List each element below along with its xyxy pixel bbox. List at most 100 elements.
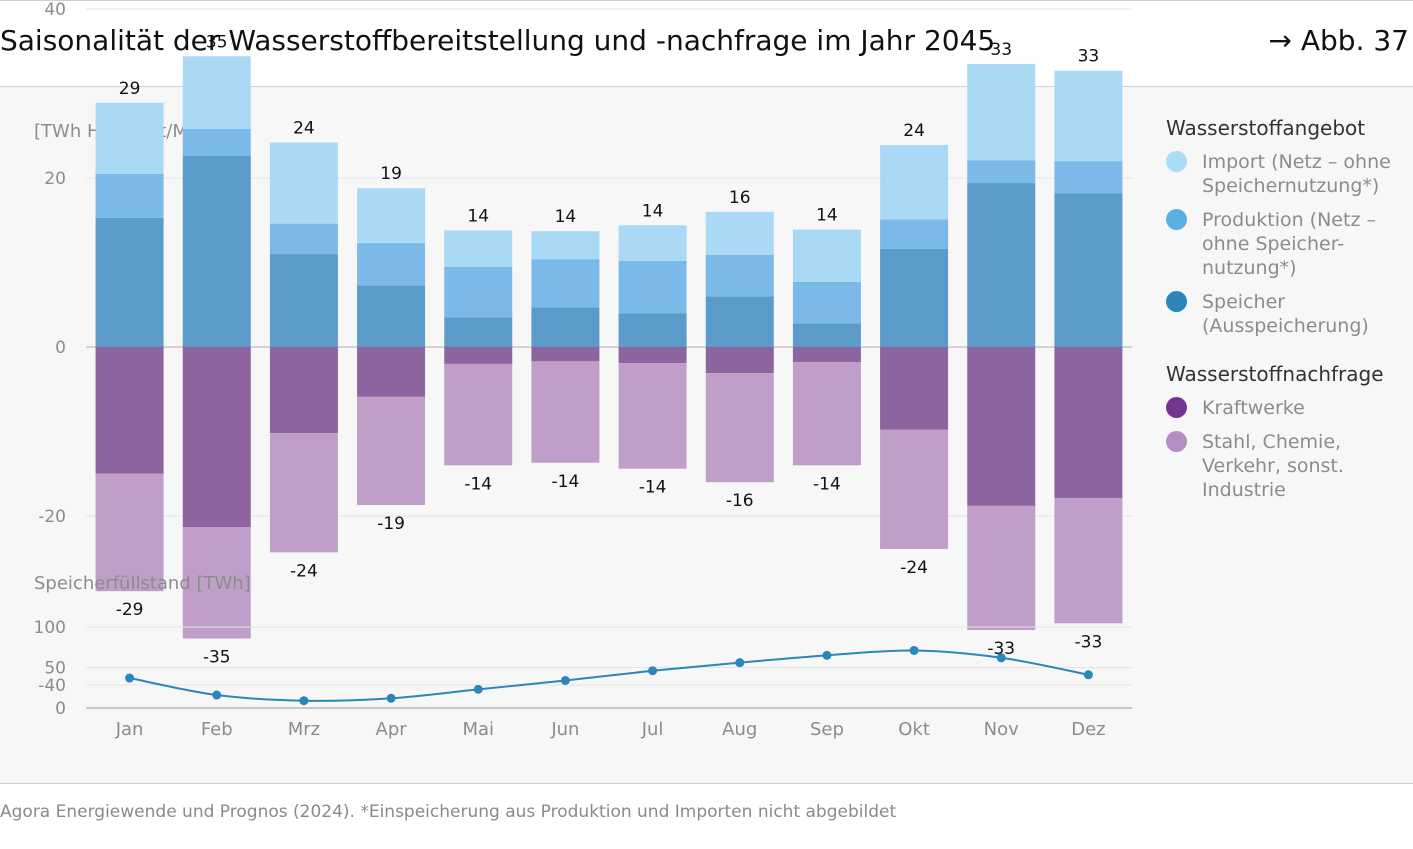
bar-stahl bbox=[95, 473, 164, 592]
line-series-speicherfuellstand bbox=[129, 649, 1089, 702]
line-data-point bbox=[473, 684, 483, 694]
bar-speicher bbox=[1054, 193, 1123, 347]
legend-label-import: Import (Netz – ohne Speichernutzung*) bbox=[1202, 151, 1391, 197]
bar-total-label-positive: 33 bbox=[1078, 47, 1100, 67]
bar-total-label-positive: 35 bbox=[206, 32, 228, 52]
bar-kraftwerke bbox=[357, 347, 426, 397]
bar-import bbox=[705, 211, 774, 255]
bar-total-label-negative: -14 bbox=[813, 474, 841, 494]
legend-supply-title: Wasserstoffangebot bbox=[1166, 116, 1366, 140]
bar-produktion bbox=[444, 266, 513, 318]
bar-total-label-positive: 14 bbox=[555, 207, 577, 227]
bar-stahl bbox=[1054, 498, 1123, 624]
bar-kraftwerke bbox=[531, 347, 600, 362]
line-chart-title: Speicherfüllstand [TWh] bbox=[34, 573, 251, 594]
bar-total-label-negative: -33 bbox=[987, 639, 1015, 659]
legend-demand-title: Wasserstoffnachfrage bbox=[1166, 362, 1384, 386]
legend-label-kraftwerke: Kraftwerke bbox=[1202, 397, 1305, 419]
bar-import bbox=[357, 188, 426, 244]
bar-y-tick-label: 20 bbox=[44, 169, 66, 189]
bar-total-label-negative: -19 bbox=[377, 514, 405, 534]
bar-import bbox=[618, 225, 687, 261]
bar-speicher bbox=[618, 313, 687, 347]
legend-label-speicher: Speicher (Ausspeicherung) bbox=[1202, 291, 1369, 337]
bar-speicher bbox=[444, 317, 513, 347]
bar-kraftwerke bbox=[967, 347, 1036, 506]
source-note: Agora Energiewende und Prognos (2024). *… bbox=[0, 802, 897, 822]
bar-import bbox=[967, 63, 1036, 161]
legend: Wasserstoffangebot Import (Netz – ohne S… bbox=[1166, 116, 1411, 512]
legend-swatch-stahl bbox=[1166, 431, 1187, 452]
bar-stahl bbox=[792, 362, 861, 466]
line-data-point bbox=[212, 690, 222, 700]
bar-stahl bbox=[880, 429, 949, 549]
bar-import bbox=[269, 142, 338, 224]
bar-total-label-negative: -33 bbox=[1075, 632, 1103, 652]
line-data-point bbox=[996, 653, 1006, 663]
bar-total-label-positive: 33 bbox=[990, 40, 1012, 60]
bar-speicher bbox=[880, 248, 949, 347]
bar-total-label-positive: 14 bbox=[816, 206, 838, 226]
line-data-point bbox=[125, 673, 135, 683]
bar-total-label-positive: 14 bbox=[642, 201, 664, 221]
bar-import bbox=[444, 230, 513, 267]
legend-item-import: Import (Netz – ohne Speichernutzung*) bbox=[1166, 150, 1411, 198]
bar-stahl bbox=[618, 363, 687, 469]
bar-import bbox=[880, 145, 949, 220]
x-axis-tick-label: Okt bbox=[898, 719, 930, 740]
bar-produktion bbox=[357, 243, 426, 286]
bar-total-label-negative: -35 bbox=[203, 648, 231, 668]
line-y-tick-label: 0 bbox=[55, 699, 66, 719]
legend-label-stahl: Stahl, Chemie, Verkehr, sonst. Industrie bbox=[1202, 431, 1344, 501]
bar-produktion bbox=[880, 219, 949, 249]
bar-total-label-positive: 29 bbox=[119, 79, 141, 99]
legend-item-stahl: Stahl, Chemie, Verkehr, sonst. Industrie bbox=[1166, 430, 1411, 502]
bar-import bbox=[1054, 70, 1123, 162]
line-data-point bbox=[909, 645, 919, 655]
top-rule bbox=[0, 0, 1413, 1]
bar-speicher bbox=[967, 183, 1036, 347]
bar-kraftwerke bbox=[95, 347, 164, 474]
bar-y-tick-label: 0 bbox=[55, 338, 66, 358]
x-axis-tick-label: Jul bbox=[641, 719, 664, 740]
bar-kraftwerke bbox=[618, 347, 687, 364]
line-y-tick-label: 50 bbox=[44, 659, 66, 679]
figure-reference: → Abb. 37 bbox=[1268, 24, 1410, 57]
bar-import bbox=[95, 102, 164, 174]
line-data-point bbox=[822, 650, 832, 660]
bar-kraftwerke bbox=[444, 347, 513, 364]
line-data-point bbox=[560, 675, 570, 685]
bar-import bbox=[531, 231, 600, 260]
x-axis-tick-label: Jun bbox=[550, 719, 579, 740]
bar-produktion bbox=[95, 173, 164, 218]
bar-kraftwerke bbox=[269, 347, 338, 434]
bar-stahl bbox=[531, 361, 600, 463]
bar-total-label-negative: -24 bbox=[900, 558, 928, 578]
x-axis-tick-label: Feb bbox=[201, 719, 233, 740]
bar-kraftwerke bbox=[1054, 347, 1123, 499]
line-data-point bbox=[648, 666, 658, 676]
bar-produktion bbox=[792, 281, 861, 324]
line-data-point bbox=[386, 693, 396, 703]
bar-produktion bbox=[705, 254, 774, 297]
legend-item-produktion: Produktion (Netz – ohne Speicher-nutzung… bbox=[1166, 208, 1411, 280]
line-data-point bbox=[1083, 670, 1093, 680]
bar-speicher bbox=[182, 156, 251, 347]
bar-stahl bbox=[705, 373, 774, 483]
bar-total-label-negative: -29 bbox=[116, 600, 144, 620]
x-axis-tick-label: Sep bbox=[810, 719, 844, 740]
bar-import bbox=[792, 229, 861, 282]
bar-speicher bbox=[357, 285, 426, 347]
bar-total-label-positive: 19 bbox=[380, 164, 402, 184]
bar-y-tick-label: 40 bbox=[44, 0, 66, 20]
bar-stahl bbox=[357, 396, 426, 506]
bar-kraftwerke bbox=[792, 347, 861, 363]
bar-total-label-negative: -14 bbox=[552, 472, 580, 492]
bar-produktion bbox=[1054, 161, 1123, 194]
bar-total-label-negative: -14 bbox=[639, 478, 667, 498]
bar-y-tick-label: -20 bbox=[38, 507, 66, 527]
x-axis-tick-label: Nov bbox=[984, 719, 1019, 740]
bar-produktion bbox=[618, 260, 687, 314]
bar-produktion bbox=[967, 160, 1036, 184]
